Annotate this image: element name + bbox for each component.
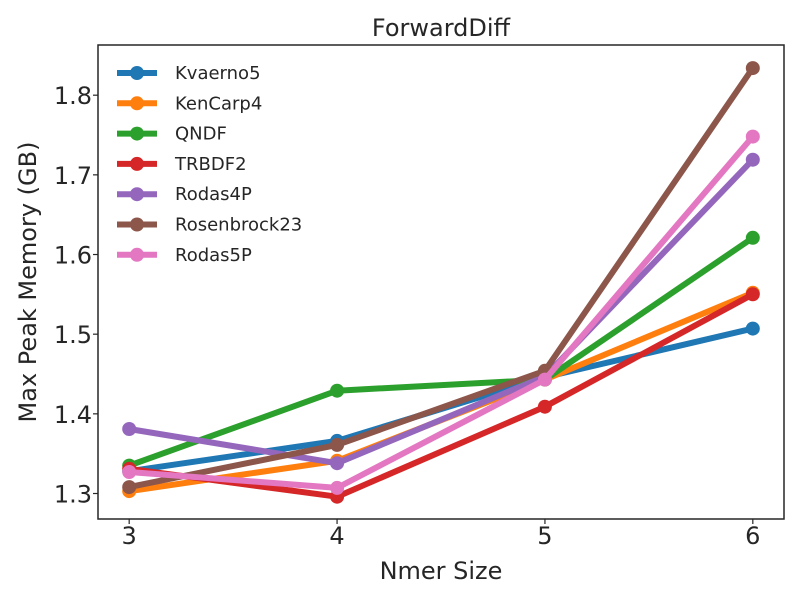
legend-item-trbdf2: TRBDF2: [117, 154, 247, 175]
legend-item-rodas4p: Rodas4P: [117, 184, 252, 205]
data-point-qndf-6: [745, 230, 760, 245]
y-tick-label: 1.4: [54, 401, 92, 429]
legend-item-kencarp4: KenCarp4: [117, 93, 262, 114]
legend-marker-rodas5p: [130, 247, 144, 262]
series-line-qndf: [126, 234, 756, 469]
y-tick-label: 1.7: [54, 162, 92, 190]
legend-label-trbdf2: TRBDF2: [174, 154, 247, 175]
axes-layer: 3 4 5 6 1.3 1.4 1.5 1.6 1.7 1.8: [54, 44, 785, 550]
y-axis-label: Max Peak Memory (GB): [14, 142, 42, 423]
legend-marker-qndf: [130, 126, 144, 141]
y-tick-label: 1.6: [54, 242, 92, 270]
legend-label-kvaerno5: Kvaerno5: [175, 63, 261, 84]
data-point-rodas4p-6: [745, 152, 760, 167]
legend-item-rosenbrock23: Rosenbrock23: [117, 215, 302, 236]
y-tick-label: 1.8: [54, 82, 92, 110]
legend-label-kencarp4: KenCarp4: [175, 93, 262, 114]
legend-label-qndf: QNDF: [175, 124, 227, 145]
x-tick-label: 4: [329, 522, 344, 550]
legend-label-rodas4p: Rodas4P: [175, 184, 252, 205]
legend-marker-kencarp4: [130, 96, 144, 111]
legend-label-rosenbrock23: Rosenbrock23: [175, 215, 302, 236]
data-point-kvaerno5-6: [745, 321, 760, 336]
x-tick-label: 6: [745, 522, 760, 550]
series-line-rodas4p: [126, 156, 756, 467]
x-tick-label: 3: [122, 522, 137, 550]
data-point-rosenbrock23-3: [122, 480, 137, 495]
data-point-rodas4p-4: [330, 456, 345, 471]
chart-title: ForwardDiff: [372, 14, 511, 42]
series-layer: [122, 61, 760, 504]
data-point-trbdf2-6: [745, 287, 760, 302]
series-line-rodas5p: [126, 133, 756, 491]
data-point-trbdf2-5: [537, 399, 552, 414]
x-tick-label: 5: [537, 522, 552, 550]
legend: Kvaerno5 KenCarp4 QNDF TRBDF2 Rodas4P Rosenbr…: [117, 63, 302, 266]
data-point-rodas5p-4: [330, 480, 345, 495]
legend-item-qndf: QNDF: [117, 124, 227, 145]
y-tick-label: 1.5: [54, 321, 92, 349]
data-point-rosenbrock23-6: [745, 61, 760, 76]
plot-frame: [97, 44, 785, 520]
legend-marker-trbdf2: [130, 156, 144, 171]
legend-marker-kvaerno5: [130, 66, 144, 80]
data-point-rodas4p-3: [122, 422, 137, 436]
data-point-rosenbrock23-4: [330, 437, 345, 452]
x-axis-label: Nmer Size: [380, 557, 503, 585]
data-point-rodas5p-3: [122, 465, 137, 479]
y-tick-label: 1.3: [54, 481, 92, 509]
legend-marker-rosenbrock23: [130, 217, 144, 232]
data-point-qndf-4: [330, 383, 345, 398]
series-line-rosenbrock23: [126, 65, 756, 491]
legend-item-kvaerno5: Kvaerno5: [117, 63, 261, 84]
legend-marker-rodas4p: [130, 187, 144, 202]
legend-item-rodas5p: Rodas5P: [117, 245, 252, 266]
data-point-rodas5p-6: [745, 129, 760, 144]
legend-label-rodas5p: Rodas5P: [175, 245, 252, 266]
data-point-rodas5p-5: [537, 372, 552, 387]
